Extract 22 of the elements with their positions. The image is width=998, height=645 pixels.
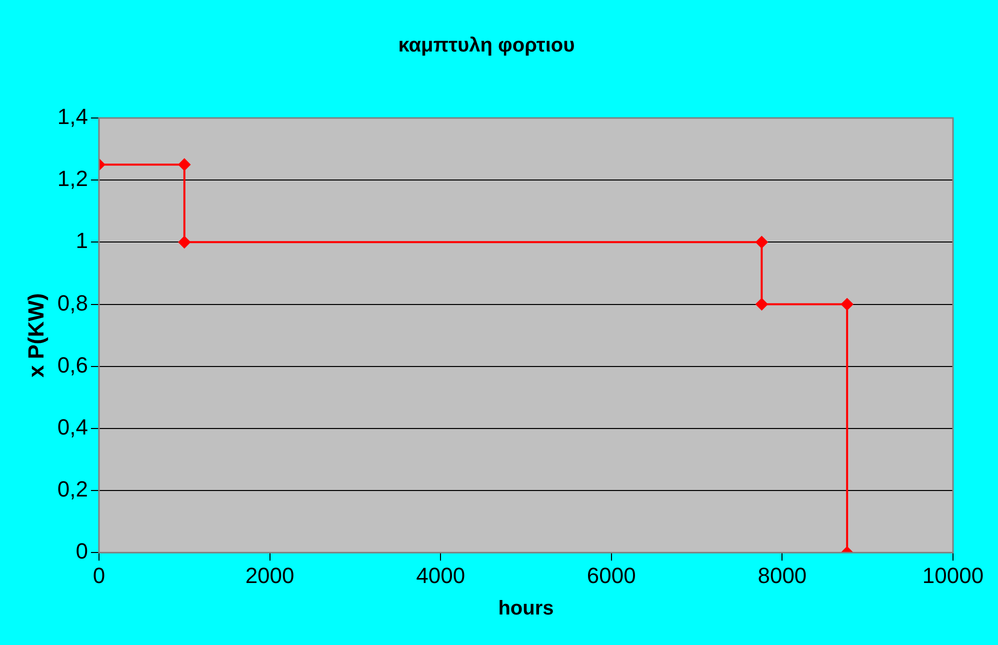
x-axis-title: hours bbox=[498, 598, 554, 620]
y-tick-label: 0,2 bbox=[57, 476, 88, 502]
x-tick-label: 0 bbox=[92, 562, 106, 588]
point bbox=[756, 236, 768, 248]
y-tick-label: 1,2 bbox=[57, 166, 88, 192]
x-tick-label: 10000 bbox=[922, 562, 984, 588]
point bbox=[178, 236, 190, 248]
point bbox=[178, 158, 190, 171]
y-tick-label: 0 bbox=[76, 538, 88, 564]
point bbox=[841, 298, 854, 310]
y-tick-label: 0,8 bbox=[57, 290, 88, 316]
x-tick-label: 8000 bbox=[758, 562, 807, 588]
y-tick-label: 1,4 bbox=[57, 104, 88, 130]
y-tick-label: 0,6 bbox=[57, 352, 88, 378]
chart-title: καμπτυλη φορτιου bbox=[398, 34, 575, 57]
x-tick-label: 4000 bbox=[416, 562, 466, 588]
y-axis-title: x P(KW) bbox=[23, 293, 48, 378]
y-tick-label: 0,4 bbox=[57, 414, 88, 440]
point bbox=[756, 298, 768, 310]
x-tick-label: 2000 bbox=[245, 562, 294, 588]
x-tick-label: 6000 bbox=[586, 562, 636, 588]
y-tick-label: 1 bbox=[76, 228, 88, 254]
